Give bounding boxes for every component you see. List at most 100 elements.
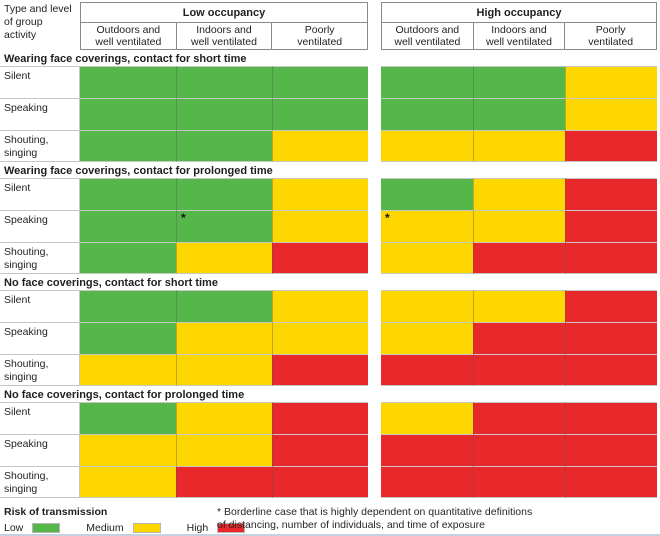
legend-item-low: Low	[4, 522, 61, 534]
figure-footer: Risk of transmission Low Medium High * Bor…	[0, 506, 660, 534]
table-row: Shouting, singing	[0, 354, 660, 386]
column-header-outdoors-well-ventilated: Outdoors and well ventilated	[394, 23, 461, 48]
group-gap	[368, 2, 381, 50]
risk-cell-medium	[272, 210, 368, 242]
risk-cell-medium	[473, 178, 565, 210]
risk-cell-high	[272, 242, 368, 274]
risk-cell-medium	[176, 322, 272, 354]
risk-cell-medium	[381, 242, 473, 274]
group-gap	[368, 210, 381, 242]
risk-cell-high	[381, 434, 473, 466]
risk-cell-medium	[176, 354, 272, 386]
row-label: Silent	[0, 178, 80, 210]
table-row: Silent	[0, 402, 660, 434]
risk-cell-high	[381, 354, 473, 386]
risk-cell-high	[473, 354, 565, 386]
risk-cell-low	[80, 402, 176, 434]
table-row: Silent	[0, 178, 660, 210]
risk-cell-low	[80, 178, 176, 210]
group-gap	[368, 178, 381, 210]
risk-cell-high	[473, 434, 565, 466]
risk-cell-high	[565, 466, 657, 498]
risk-cell-medium	[176, 402, 272, 434]
table-row: Speaking	[0, 322, 660, 354]
risk-cell-medium	[565, 66, 657, 98]
risk-cell-low	[272, 98, 368, 130]
column-header-outdoors-well-ventilated: Outdoors and well ventilated	[95, 23, 162, 48]
group-header-high-occupancy: High occupancy Outdoors and well ventila…	[381, 2, 657, 50]
risk-cell-high	[565, 322, 657, 354]
row-label: Shouting, singing	[0, 466, 80, 498]
group-title-low-occupancy: Low occupancy	[81, 3, 367, 23]
risk-cell-medium	[176, 242, 272, 274]
group-gap	[368, 402, 381, 434]
risk-cell-medium	[272, 290, 368, 322]
column-header-indoors-well-ventilated: Indoors and well ventilated	[175, 23, 272, 49]
risk-cell-medium	[381, 402, 473, 434]
group-gap	[368, 130, 381, 162]
risk-cell-high	[272, 466, 368, 498]
risk-cell-high	[272, 402, 368, 434]
table-row: Speaking	[0, 434, 660, 466]
legend-swatch-high	[217, 523, 246, 533]
risk-cell-high	[381, 466, 473, 498]
subheader-row-high: Outdoors and well ventilated Indoors and…	[382, 23, 656, 49]
risk-cell-high	[176, 466, 272, 498]
risk-cell-high	[565, 130, 657, 162]
risk-cell-medium	[80, 434, 176, 466]
group-gap	[368, 98, 381, 130]
risk-cell-low	[473, 66, 565, 98]
risk-cell-low	[176, 66, 272, 98]
risk-cell-high	[565, 434, 657, 466]
row-label: Shouting, singing	[0, 242, 80, 274]
section: Wearing face coverings, contact for prol…	[0, 165, 660, 274]
row-label: Silent	[0, 402, 80, 434]
group-gap	[368, 354, 381, 386]
section-title: No face coverings, contact for short tim…	[4, 277, 218, 289]
group-title-high-occupancy: High occupancy	[382, 3, 656, 23]
table-row: Shouting, singing	[0, 466, 660, 498]
group-gap	[368, 322, 381, 354]
risk-cell-high	[473, 242, 565, 274]
risk-cell-low	[80, 66, 176, 98]
risk-cell-high	[272, 434, 368, 466]
risk-cell-high	[565, 178, 657, 210]
group-gap	[368, 66, 381, 98]
risk-cell-high	[565, 210, 657, 242]
risk-cell-medium	[80, 466, 176, 498]
risk-cell-low	[381, 98, 473, 130]
risk-cell-medium	[565, 98, 657, 130]
risk-cell-low	[80, 290, 176, 322]
row-label: Shouting, singing	[0, 130, 80, 162]
risk-cell-medium	[473, 210, 565, 242]
legend-swatch-low	[32, 523, 61, 533]
table-row: Shouting, singing	[0, 130, 660, 162]
risk-cell-low	[80, 322, 176, 354]
risk-cell-low	[176, 130, 272, 162]
legend-item-high: High	[187, 522, 246, 534]
column-header-indoors-well-ventilated: Indoors and well ventilated	[472, 23, 565, 49]
risk-cell-low	[80, 242, 176, 274]
risk-cell-medium	[272, 322, 368, 354]
risk-cell-low	[80, 210, 176, 242]
risk-cell-low	[381, 66, 473, 98]
risk-cell-medium	[381, 130, 473, 162]
row-label: Silent	[0, 290, 80, 322]
section: No face coverings, contact for short tim…	[0, 277, 660, 386]
table-row: Speaking	[0, 98, 660, 130]
risk-cell-medium	[176, 434, 272, 466]
row-label: Speaking	[0, 434, 80, 466]
group-gap	[368, 434, 381, 466]
group-header-low-occupancy: Low occupancy Outdoors and well ventilat…	[80, 2, 368, 50]
legend-label: Low	[4, 522, 24, 534]
risk-cell-low	[176, 290, 272, 322]
section-title: Wearing face coverings, contact for prol…	[4, 165, 273, 177]
risk-cell-high	[473, 402, 565, 434]
borderline-asterisk: *	[181, 211, 186, 225]
table-row: Shouting, singing	[0, 242, 660, 274]
risk-cell-high	[565, 242, 657, 274]
risk-cell-medium	[381, 322, 473, 354]
legend-label: Medium	[86, 522, 124, 534]
row-label: Speaking	[0, 98, 80, 130]
